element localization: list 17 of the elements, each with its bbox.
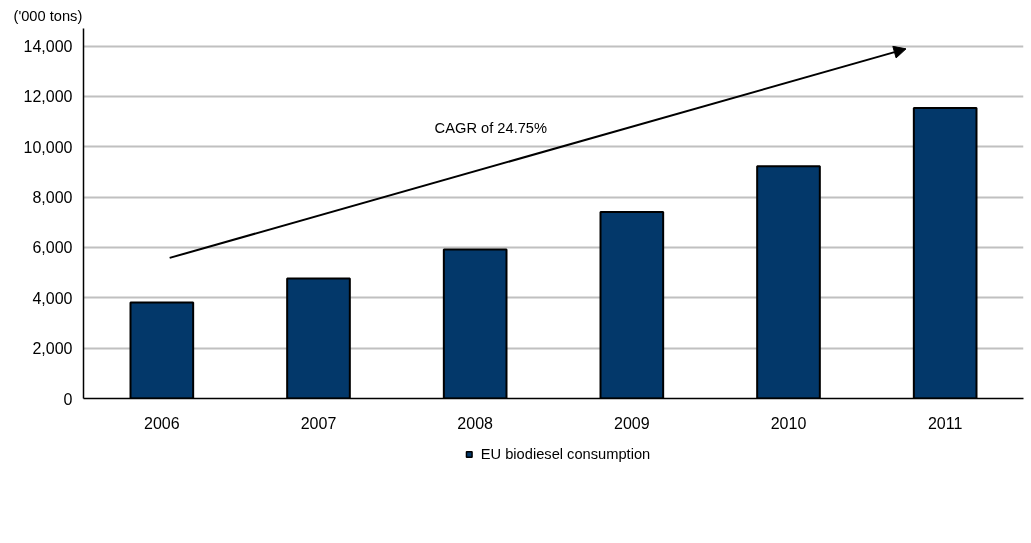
y-tick-label: 14,000 — [23, 38, 73, 56]
annotation: CAGR of 24.75% — [434, 119, 548, 136]
x-tick-label: 2008 — [457, 414, 494, 432]
x-tick-label: 2010 — [770, 414, 807, 432]
y-tick-label: 12,000 — [23, 88, 73, 106]
y-tick-label: 10,000 — [23, 138, 73, 156]
y-tick-label: 8,000 — [32, 189, 73, 207]
legend-label: EU biodiesel consumption — [480, 445, 651, 462]
x-tick-label: 2009 — [614, 414, 650, 432]
y-tick-label: 2,000 — [32, 340, 73, 358]
y-axis-title: ('000 tons) — [13, 7, 83, 24]
y-tick-label: 6,000 — [32, 239, 73, 257]
x-tick-label: 2007 — [300, 414, 337, 432]
x-tick-label: 2006 — [144, 414, 180, 432]
y-tick-label: 4,000 — [32, 289, 73, 307]
y-tick-label: 0 — [63, 390, 73, 408]
x-tick-label: 2011 — [927, 414, 963, 432]
